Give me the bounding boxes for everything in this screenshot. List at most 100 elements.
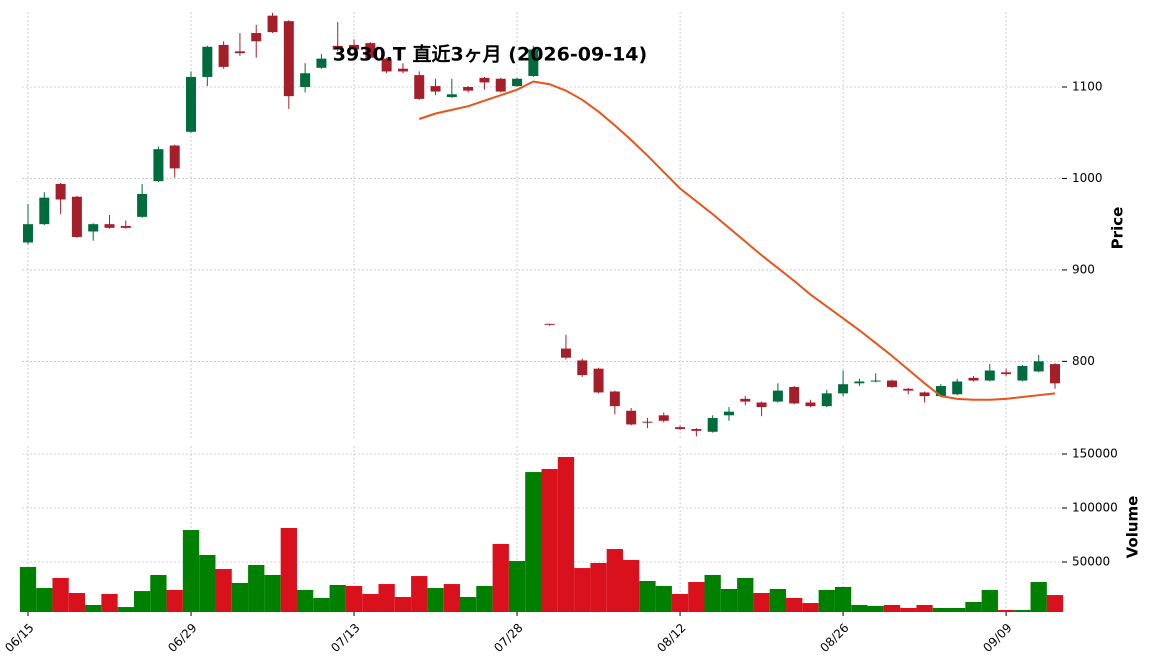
candle-body (267, 15, 278, 33)
volume-bar (900, 608, 917, 612)
volume-bar (199, 554, 216, 612)
volume-bar (394, 596, 412, 612)
volume-bar (1046, 595, 1064, 612)
volume-bar (345, 585, 363, 612)
candle-body (512, 78, 523, 87)
volume-bar (427, 588, 444, 612)
volume-bar (655, 585, 672, 612)
volume-bar (1014, 609, 1031, 612)
candle-body (137, 193, 148, 217)
volume-bar (117, 607, 134, 612)
volume-bar (101, 593, 118, 612)
candle-body (919, 392, 930, 397)
candle-body (23, 224, 33, 243)
candle-body (577, 360, 588, 376)
volume-bar (443, 584, 460, 612)
candle-body (169, 145, 180, 169)
candle-body (984, 370, 995, 381)
candle-body (707, 418, 718, 432)
volume-bar (36, 588, 53, 612)
candle-body (1033, 361, 1044, 372)
x-tick-label: 06/29 (165, 621, 199, 655)
volume-bar (590, 562, 607, 612)
x-tick-label: 07/13 (328, 621, 362, 655)
candle-body (870, 380, 881, 382)
volume-bar (557, 457, 575, 612)
moving-average-line (418, 80, 1056, 401)
y-tick-label: 50000 (1072, 554, 1110, 568)
volume-bar (688, 581, 705, 612)
volume-bar (476, 585, 493, 612)
volume-bar (851, 604, 868, 612)
volume-bar (753, 592, 770, 612)
y-tick-label: 800 (1072, 354, 1095, 368)
candle-body (626, 410, 637, 425)
x-tick-label: 09/09 (980, 621, 1014, 655)
volume-bar (248, 565, 265, 612)
chart-title: 3930.T 直近3ヶ月 (2026-09-14) (333, 43, 647, 66)
candle-body (544, 323, 555, 325)
volume-bar (525, 472, 542, 612)
candle-body (968, 377, 979, 381)
y-axis-label: Price (1109, 207, 1127, 250)
candle-body (1001, 372, 1012, 375)
volume-bar (949, 608, 966, 612)
y-tick-label: 1100 (1072, 79, 1103, 93)
volume-bar (166, 589, 183, 612)
candle-body (39, 197, 50, 225)
volume-bar (916, 604, 933, 612)
volume-bar (737, 577, 754, 612)
x-tick-label: 07/28 (491, 621, 525, 655)
candle-body (349, 44, 360, 50)
candle-body (886, 380, 897, 387)
candle-body (495, 78, 506, 92)
candle-body (756, 402, 767, 408)
volume-bar (834, 586, 852, 612)
candle-body (675, 427, 686, 430)
x-tick-label: 08/26 (817, 621, 851, 655)
volume-bar (85, 604, 102, 612)
candle-body (609, 391, 620, 407)
volume-bar (133, 591, 151, 612)
candle-body (723, 411, 734, 416)
candle-body (55, 183, 66, 200)
volume-bar (606, 549, 624, 612)
candle-body (479, 77, 490, 83)
volume-bar (623, 559, 640, 612)
volume-bar (541, 469, 558, 612)
volume-bar (231, 582, 249, 612)
candle-body (88, 224, 99, 232)
volume-bar (329, 584, 346, 612)
volume-bar (704, 574, 721, 612)
candle-body (430, 86, 441, 92)
candle-body (186, 76, 197, 132)
candle-body (854, 381, 865, 384)
candle-body (332, 45, 343, 50)
volume-bar (1030, 581, 1047, 612)
candle-body (218, 44, 229, 67)
volume-bar (362, 593, 379, 612)
volume-bar (769, 588, 787, 612)
candle-body (414, 75, 425, 99)
candle-body (952, 381, 963, 395)
candle-body (740, 398, 751, 402)
candle-body (283, 21, 294, 97)
volume-bar (671, 593, 689, 612)
volume-bar (68, 592, 86, 612)
volume-bar (264, 574, 281, 612)
volume-bar (19, 566, 37, 612)
volume-bar (150, 574, 167, 612)
candle-body (935, 386, 946, 397)
candle-body (772, 390, 783, 402)
candle-body (446, 94, 457, 98)
candle-body (463, 86, 474, 91)
candle-body (202, 46, 213, 77)
candle-body (153, 149, 164, 182)
volume-bar (932, 608, 950, 612)
y-tick-label: 900 (1072, 262, 1095, 276)
volume-bar (867, 605, 884, 612)
candle-body (104, 224, 115, 228)
volume-bar (802, 603, 819, 612)
candle-body (560, 348, 571, 358)
